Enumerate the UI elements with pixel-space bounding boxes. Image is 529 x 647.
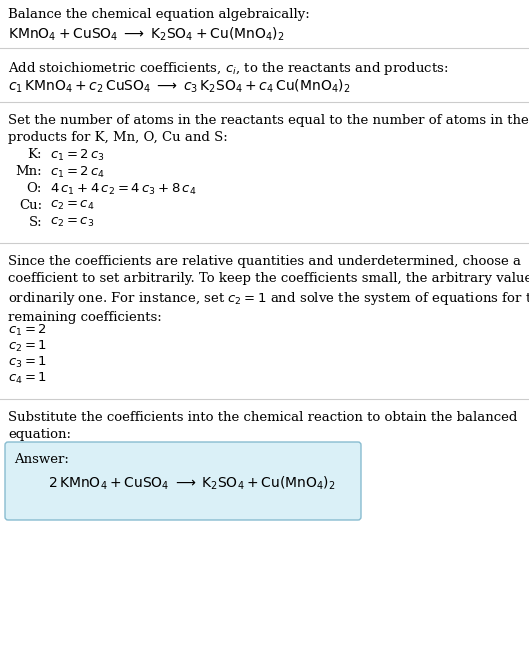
Text: $c_3 = 1$: $c_3 = 1$ [8, 355, 47, 370]
Text: Add stoichiometric coefficients, $c_i$, to the reactants and products:: Add stoichiometric coefficients, $c_i$, … [8, 60, 449, 77]
Text: Set the number of atoms in the reactants equal to the number of atoms in the
pro: Set the number of atoms in the reactants… [8, 114, 529, 144]
Text: Balance the chemical equation algebraically:: Balance the chemical equation algebraica… [8, 8, 310, 21]
Text: $c_4 = 1$: $c_4 = 1$ [8, 371, 47, 386]
Text: $c_2 = c_3$: $c_2 = c_3$ [50, 216, 94, 229]
Text: $c_1\,\mathrm{KMnO_4} + c_2\,\mathrm{CuSO_4} \;\longrightarrow\; c_3\,\mathrm{K_: $c_1\,\mathrm{KMnO_4} + c_2\,\mathrm{CuS… [8, 78, 351, 95]
Text: $c_2 = c_4$: $c_2 = c_4$ [50, 199, 95, 212]
Text: Cu:: Cu: [19, 199, 42, 212]
Text: $c_1 = 2\,c_3$: $c_1 = 2\,c_3$ [50, 148, 105, 163]
Text: O:: O: [26, 182, 42, 195]
Text: $c_2 = 1$: $c_2 = 1$ [8, 339, 47, 354]
Text: Since the coefficients are relative quantities and underdetermined, choose a
coe: Since the coefficients are relative quan… [8, 255, 529, 324]
Text: S:: S: [29, 216, 42, 229]
Text: $c_1 = 2\,c_4$: $c_1 = 2\,c_4$ [50, 165, 105, 180]
Text: $c_1 = 2$: $c_1 = 2$ [8, 323, 47, 338]
Text: $4\,c_1 + 4\,c_2 = 4\,c_3 + 8\,c_4$: $4\,c_1 + 4\,c_2 = 4\,c_3 + 8\,c_4$ [50, 182, 196, 197]
Text: K:: K: [28, 148, 42, 161]
Text: $\mathrm{KMnO_4 + CuSO_4 \;\longrightarrow\; K_2SO_4 + Cu(MnO_4)_2}$: $\mathrm{KMnO_4 + CuSO_4 \;\longrightarr… [8, 26, 285, 43]
Text: $2\,\mathrm{KMnO_4 + CuSO_4 \;\longrightarrow\; K_2SO_4 + Cu(MnO_4)_2}$: $2\,\mathrm{KMnO_4 + CuSO_4 \;\longright… [48, 475, 336, 492]
Text: Mn:: Mn: [15, 165, 42, 178]
FancyBboxPatch shape [5, 442, 361, 520]
Text: Answer:: Answer: [14, 453, 69, 466]
Text: Substitute the coefficients into the chemical reaction to obtain the balanced
eq: Substitute the coefficients into the che… [8, 411, 517, 441]
